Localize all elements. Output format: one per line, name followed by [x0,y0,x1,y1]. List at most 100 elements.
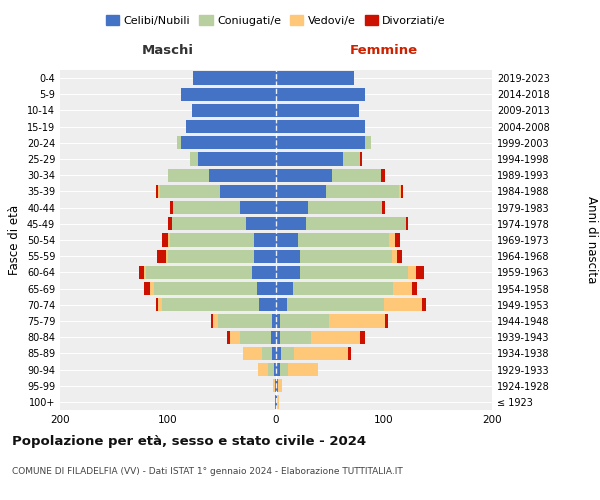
Bar [259,298,276,312]
Bar [276,396,277,408]
Bar [257,363,268,376]
Bar [181,88,276,101]
Bar [254,250,276,263]
Bar [230,330,241,344]
Bar [276,363,280,376]
Text: Popolazione per età, sesso e stato civile - 2024: Popolazione per età, sesso e stato civil… [12,435,366,448]
Bar [288,363,318,376]
Bar [176,136,181,149]
Bar [168,217,172,230]
Bar [187,120,276,134]
Bar [276,136,365,149]
Bar [392,250,397,263]
Bar [276,217,306,230]
Bar [287,298,384,312]
Bar [262,346,272,360]
Bar [406,217,408,230]
Bar [209,168,276,182]
Bar [343,152,360,166]
Text: Femmine: Femmine [350,44,418,57]
Bar [146,266,252,279]
Bar [198,152,276,166]
Bar [416,266,424,279]
Bar [158,298,161,312]
Bar [272,346,276,360]
Bar [280,330,311,344]
Bar [389,234,395,246]
Bar [276,234,298,246]
Bar [276,314,280,328]
Bar [365,136,371,149]
Bar [168,234,170,246]
Bar [360,152,362,166]
Bar [252,266,276,279]
Bar [156,185,158,198]
Bar [274,363,276,376]
Bar [139,266,144,279]
Bar [349,346,350,360]
Bar [161,298,259,312]
Bar [254,234,276,246]
Bar [276,250,300,263]
Bar [300,266,408,279]
Bar [395,234,400,246]
Bar [277,396,279,408]
Bar [408,266,416,279]
Bar [160,185,220,198]
Bar [382,201,385,214]
Legend: Celibi/Nubili, Coniugati/e, Vedovi/e, Divorziati/e: Celibi/Nubili, Coniugati/e, Vedovi/e, Di… [101,10,451,30]
Bar [144,282,149,295]
Bar [275,396,276,408]
Bar [172,217,246,230]
Bar [276,104,359,117]
Bar [168,168,209,182]
Bar [166,250,168,263]
Bar [293,282,392,295]
Bar [298,234,389,246]
Bar [397,250,403,263]
Bar [246,217,276,230]
Bar [276,201,308,214]
Bar [241,330,271,344]
Bar [271,330,276,344]
Bar [157,250,166,263]
Text: Maschi: Maschi [142,44,194,57]
Bar [268,363,274,376]
Bar [192,104,276,117]
Bar [384,298,422,312]
Bar [273,379,275,392]
Bar [280,363,288,376]
Bar [276,379,278,392]
Bar [392,282,412,295]
Bar [144,266,146,279]
Bar [311,330,360,344]
Bar [276,330,280,344]
Bar [399,185,401,198]
Bar [306,217,406,230]
Bar [295,346,349,360]
Bar [276,346,281,360]
Bar [170,234,254,246]
Bar [272,314,276,328]
Bar [257,282,276,295]
Bar [276,266,300,279]
Bar [214,314,218,328]
Bar [227,330,230,344]
Y-axis label: Fasce di età: Fasce di età [8,205,21,275]
Bar [168,250,254,263]
Bar [278,379,283,392]
Bar [276,120,365,134]
Bar [326,185,399,198]
Bar [360,330,365,344]
Bar [161,234,168,246]
Bar [276,152,343,166]
Bar [181,136,276,149]
Bar [276,298,287,312]
Bar [276,168,332,182]
Bar [158,185,160,198]
Bar [275,379,276,392]
Bar [332,168,381,182]
Bar [401,185,403,198]
Bar [276,282,293,295]
Bar [300,250,392,263]
